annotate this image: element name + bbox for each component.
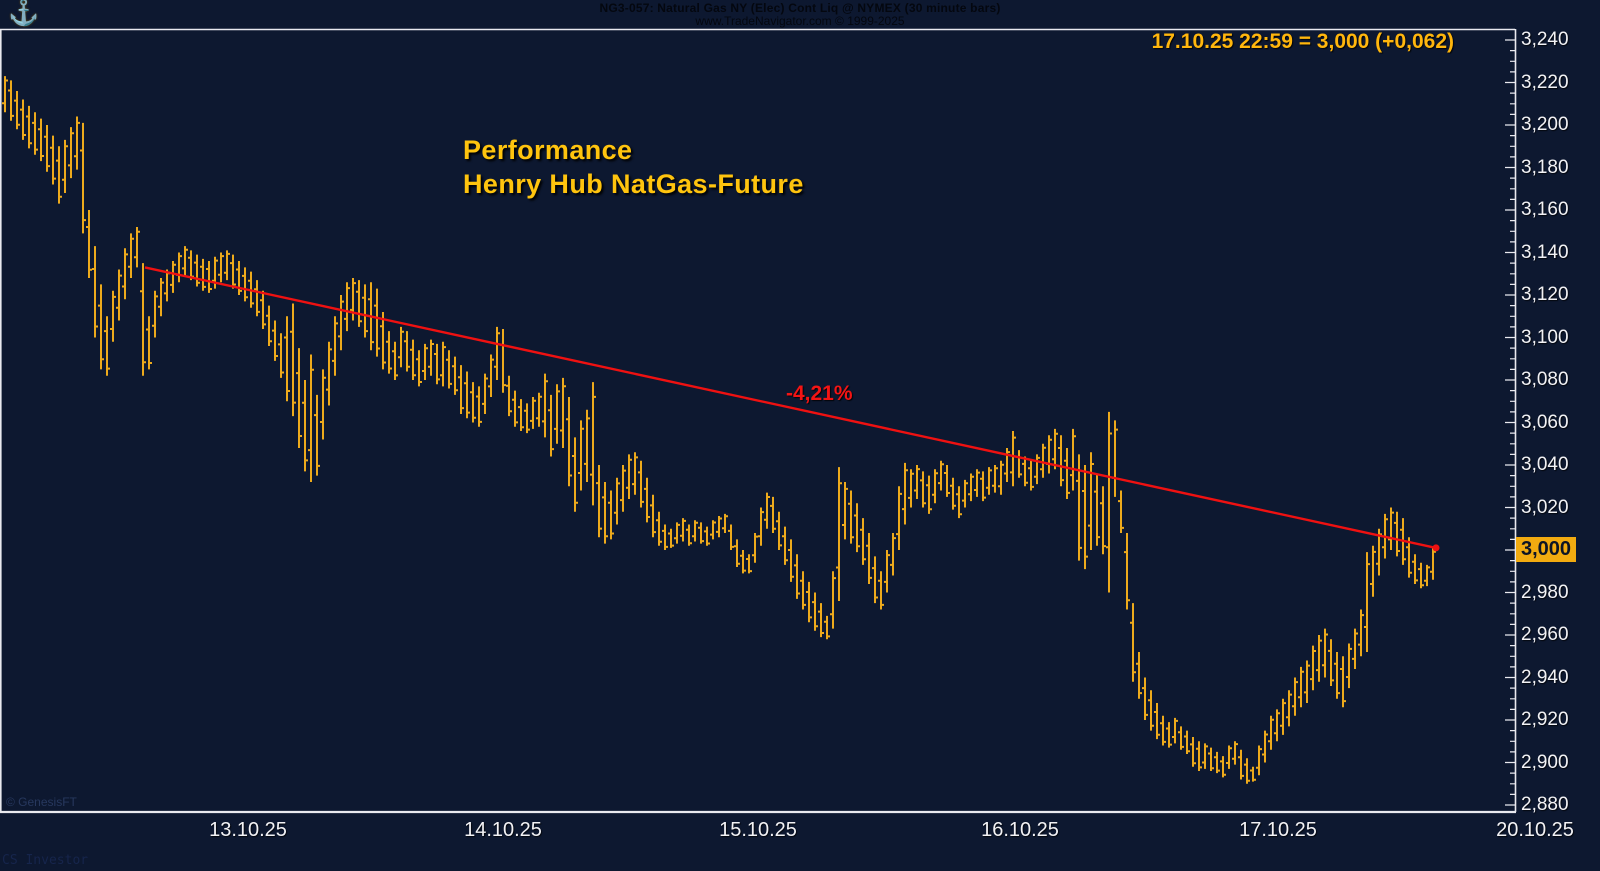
ohlc-bars [2,76,1436,784]
genesisft-copyright: © GenesisFT [6,795,77,809]
plot-frame [0,28,1517,812]
chart-site-copyright: www.TradeNavigator.com © 1999-2025 [695,14,905,28]
y-axis-label: 3,060 [1521,411,1569,433]
x-axis-label: 17.10.25 [1239,819,1317,841]
current-price-tag: 3,000 [1516,537,1576,562]
y-axis-label: 3,220 [1521,71,1569,93]
y-axis-ticks [1505,39,1515,806]
x-axis-label: 14.10.25 [464,819,542,841]
y-axis-label: 3,040 [1521,454,1569,475]
y-axis-label: 2,900 [1521,751,1569,773]
trendline[interactable] [144,266,1437,550]
y-axis-label: 3,100 [1521,326,1569,348]
y-axis-label: 2,940 [1521,666,1569,688]
y-axis-label: 3,160 [1521,199,1569,220]
annotation-line-1: Performance [463,135,633,165]
y-axis-label: 3,140 [1521,241,1569,263]
chart-symbol-title: NG3-057: Natural Gas NY (Elec) Cont Liq … [599,1,1001,15]
y-axis-label: 3,120 [1521,284,1569,305]
x-axis-label: 13.10.25 [209,819,287,841]
y-axis-label: 3,200 [1521,114,1569,135]
y-axis-label: 3,080 [1521,369,1569,390]
trade-navigator-anchor-logo-icon: ⚓ [8,0,40,27]
cs-investor-watermark: CS Investor [2,853,89,868]
y-axis-label: 2,880 [1521,794,1569,815]
x-axis-label: 15.10.25 [719,819,797,841]
y-axis-label: 2,960 [1521,624,1569,645]
last-quote-readout: 17.10.25 22:59 = 3,000 (+0,062) [1151,30,1454,53]
annotation-line-2: Henry Hub NatGas-Future [463,169,804,199]
chart-annotation-title: Performance Henry Hub NatGas-Future [463,133,804,201]
trendline-end-marker[interactable] [1432,544,1440,552]
trendline-percent-label: -4,21% [786,382,853,405]
y-axis-label: 2,980 [1521,581,1569,603]
y-axis-label: 3,180 [1521,156,1569,178]
y-axis-label: 3,240 [1521,29,1569,50]
y-axis-label: 2,920 [1521,709,1569,730]
x-axis-label: 20.10.25 [1496,819,1574,841]
y-axis-label: 3,020 [1521,496,1569,518]
x-axis-label: 16.10.25 [981,819,1059,841]
